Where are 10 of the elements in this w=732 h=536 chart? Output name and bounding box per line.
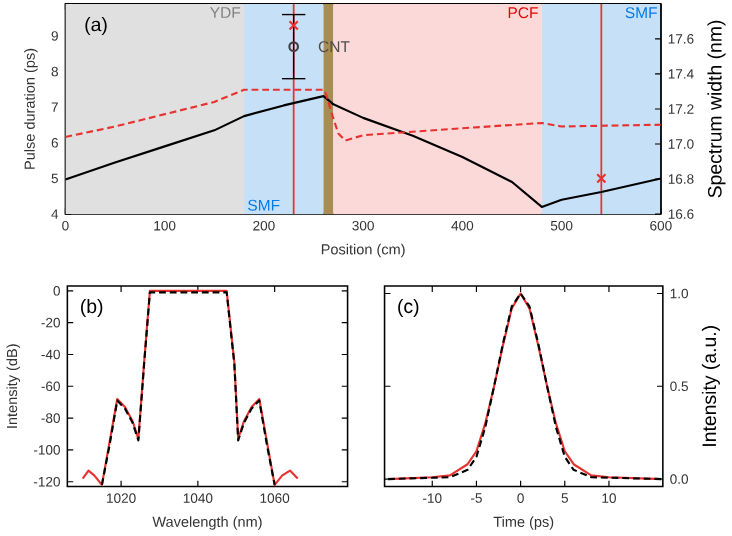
point (596, 173, 607, 184)
line-series (81, 289, 299, 486)
y-axis-title: Intensity (a.u.) (701, 325, 720, 446)
point (288, 41, 300, 52)
point (288, 19, 299, 31)
y2-axis-title: Spectrum width (nm) (707, 20, 726, 198)
annotation: (c) (398, 298, 419, 317)
annotation: (a) (85, 16, 107, 35)
annotation: (b) (81, 298, 103, 317)
line-series (387, 292, 663, 481)
